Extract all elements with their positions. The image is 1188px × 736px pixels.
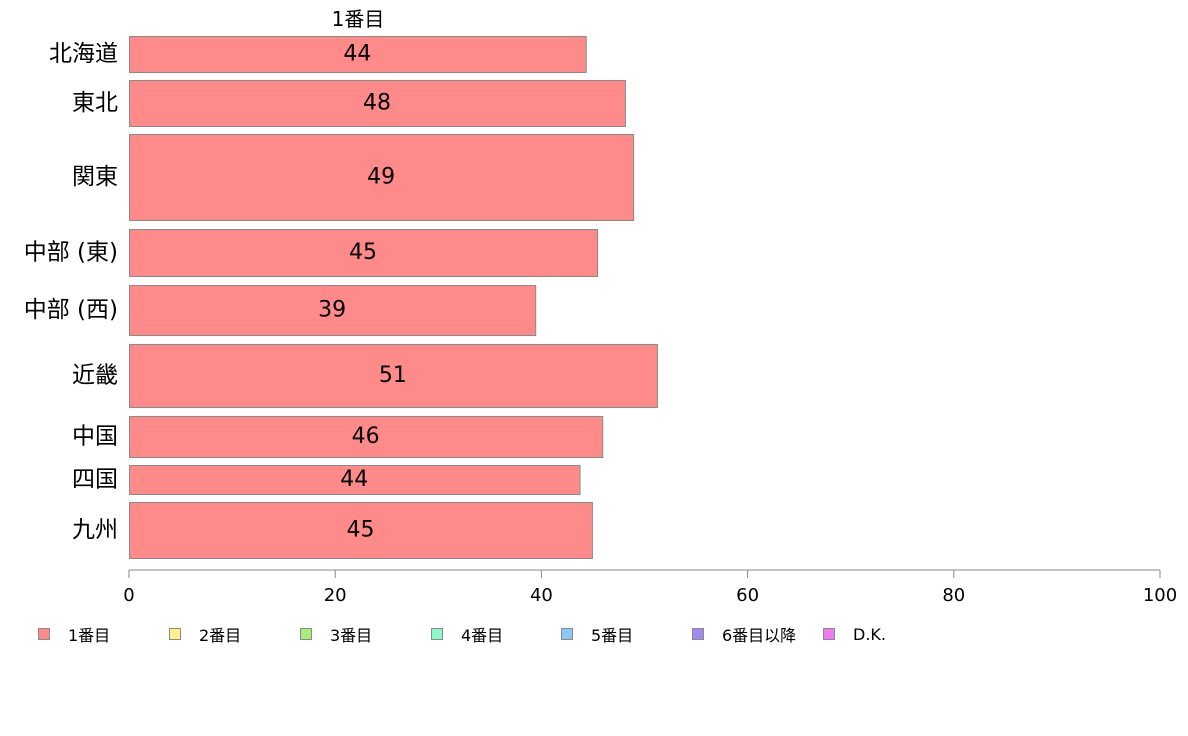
data-label-6: 51	[379, 363, 407, 388]
legend-item-6: 6番目以降	[692, 623, 796, 645]
legend-label-7: D.K.	[853, 624, 886, 644]
data-label-8: 44	[340, 467, 368, 492]
legend-label-6: 6番目以降	[722, 626, 797, 645]
legend-item-4: 4番目	[431, 623, 503, 645]
data-label-7: 46	[352, 424, 380, 449]
bar-4	[129, 229, 599, 277]
bar-7	[129, 416, 604, 458]
data-label-5: 39	[318, 298, 346, 323]
legend-item-5: 5番目	[561, 623, 633, 645]
x-tick-label-5: 80	[942, 585, 965, 606]
data-label-2: 48	[363, 91, 391, 116]
x-tick-label-2: 20	[324, 585, 347, 606]
data-label-9: 45	[346, 518, 374, 543]
category-label-2: 東北	[72, 90, 118, 116]
legend-swatch-6	[692, 628, 704, 640]
bar-2	[129, 80, 626, 127]
legend-label-5: 5番目	[591, 626, 634, 645]
legend-item-1: 1番目	[38, 623, 110, 645]
x-tick-label-6: 100	[1143, 585, 1177, 606]
legend-swatch-5	[561, 628, 573, 640]
bar-9	[129, 502, 593, 559]
category-label-5: 中部 (西)	[24, 297, 118, 323]
data-label-4: 45	[349, 240, 377, 265]
category-label-1: 北海道	[49, 41, 118, 67]
x-tick-label-1: 0	[123, 585, 134, 606]
x-tick-label-3: 40	[530, 585, 553, 606]
legend-swatch-4	[431, 628, 443, 640]
legend-swatch-1	[38, 628, 50, 640]
bar-8	[129, 465, 581, 495]
category-label-4: 中部 (東)	[24, 240, 118, 266]
legend-item-3: 3番目	[300, 623, 372, 645]
legend-item-2: 2番目	[169, 623, 241, 645]
legend-label-2: 2番目	[199, 626, 242, 645]
legend-swatch-3	[300, 628, 312, 640]
data-label-1: 44	[343, 42, 371, 67]
category-label-7: 中国	[72, 424, 118, 450]
category-label-8: 四国	[72, 467, 118, 493]
bar-5	[129, 285, 537, 336]
legend-swatch-2	[169, 628, 181, 640]
bar-1	[129, 36, 587, 73]
bar-3	[129, 134, 635, 221]
legend-label-4: 4番目	[461, 626, 504, 645]
legend-swatch-7	[823, 628, 835, 640]
category-label-3: 関東	[72, 164, 118, 190]
x-tick-label-4: 60	[736, 585, 759, 606]
legend-label-1: 1番目	[68, 626, 111, 645]
top-series-label: 1番目	[332, 7, 385, 31]
data-label-3: 49	[367, 165, 395, 190]
category-label-6: 近畿	[72, 363, 118, 389]
category-label-9: 九州	[72, 517, 118, 543]
legend-item-7: D.K.	[823, 623, 886, 645]
legend-label-3: 3番目	[330, 626, 373, 645]
bar-6	[129, 344, 658, 408]
